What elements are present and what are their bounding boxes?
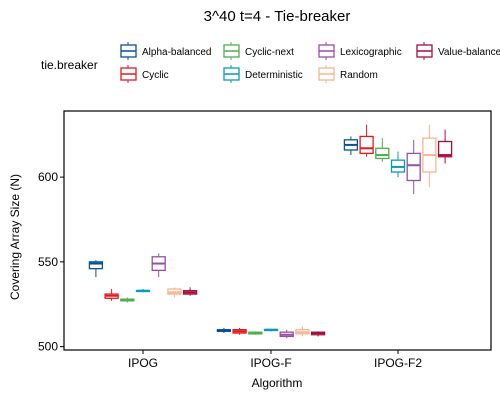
plot-panel [63, 110, 492, 351]
box-ipog-f2-random [422, 124, 437, 188]
legend-label: Random [340, 70, 378, 81]
box-ipog-f2-lexicographic [406, 139, 421, 195]
y-axis-label: Covering Array Size (N) [8, 174, 22, 300]
box-ipog-f2-alpha-balanced [343, 136, 359, 156]
box-body [359, 135, 374, 155]
box-ipog-value-balanced [182, 287, 198, 296]
box-ipog-f-random [295, 326, 310, 337]
x-tick-label: IPOG [128, 356, 158, 370]
x-tick-label: IPOG-F [250, 356, 291, 370]
x-axis-label: Algorithm [252, 376, 303, 390]
legend-item-value-balanced: Value-balanced [416, 42, 500, 60]
legend-label: Deterministic [245, 70, 303, 81]
legend-title: tie.breaker [41, 58, 98, 72]
box-body [437, 140, 453, 158]
y-axis-ticks: 500 550 600 [38, 170, 64, 354]
box-ipog-f-cyclic [232, 327, 247, 335]
box-ipog-alpha-balanced [88, 260, 104, 278]
legend-label: Cyclic [142, 70, 169, 81]
legend-item-cyclic-next: Cyclic-next [223, 42, 294, 60]
box-ipog-cyclic-next [120, 297, 135, 303]
box-body [375, 147, 390, 160]
legend-label: Lexicographic [340, 47, 402, 58]
box-ipog-deterministic [135, 288, 151, 293]
legend-item-cyclic: Cyclic [120, 65, 169, 83]
y-tick-label: 600 [38, 170, 58, 184]
box-ipog-f-deterministic [263, 328, 279, 332]
box-ipog-f2-deterministic [390, 151, 406, 178]
box-ipog-f-alpha-balanced [216, 327, 232, 334]
legend-item-alpha-balanced: Alpha-balanced [120, 42, 212, 60]
box-ipog-f-value-balanced [310, 331, 326, 337]
y-tick-label: 550 [38, 255, 58, 269]
box-ipog-random [167, 287, 182, 298]
box-ipog-lexicographic [151, 253, 166, 278]
y-tick-label: 500 [38, 340, 58, 354]
box-ipog-f2-cyclic [359, 124, 374, 157]
legend-label: Cyclic-next [245, 47, 294, 58]
chart-title: 3^40 t=4 - Tie-breaker [204, 8, 351, 25]
box-ipog-f-cyclic-next [248, 331, 263, 335]
box-body [406, 152, 421, 182]
legend-item-random: Random [318, 65, 378, 83]
x-tick-label: IPOG-F2 [374, 356, 422, 370]
legend-label: Value-balanced [438, 47, 500, 58]
legend-label: Alpha-balanced [142, 47, 212, 58]
boxplot-marks [88, 124, 453, 339]
legend-item-deterministic: Deterministic [223, 65, 303, 83]
box-ipog-f2-cyclic-next [375, 138, 390, 162]
box-body [88, 261, 104, 270]
legend: Alpha-balanced Cyclic Cyclic-next Determini… [120, 42, 500, 83]
box-ipog-f-lexicographic [279, 329, 294, 339]
box-ipog-f2-value-balanced [437, 129, 453, 164]
box-ipog-cyclic [104, 288, 119, 301]
x-axis-ticks: IPOG IPOG-F IPOG-F2 [128, 350, 422, 370]
legend-item-lexicographic: Lexicographic [318, 42, 402, 60]
